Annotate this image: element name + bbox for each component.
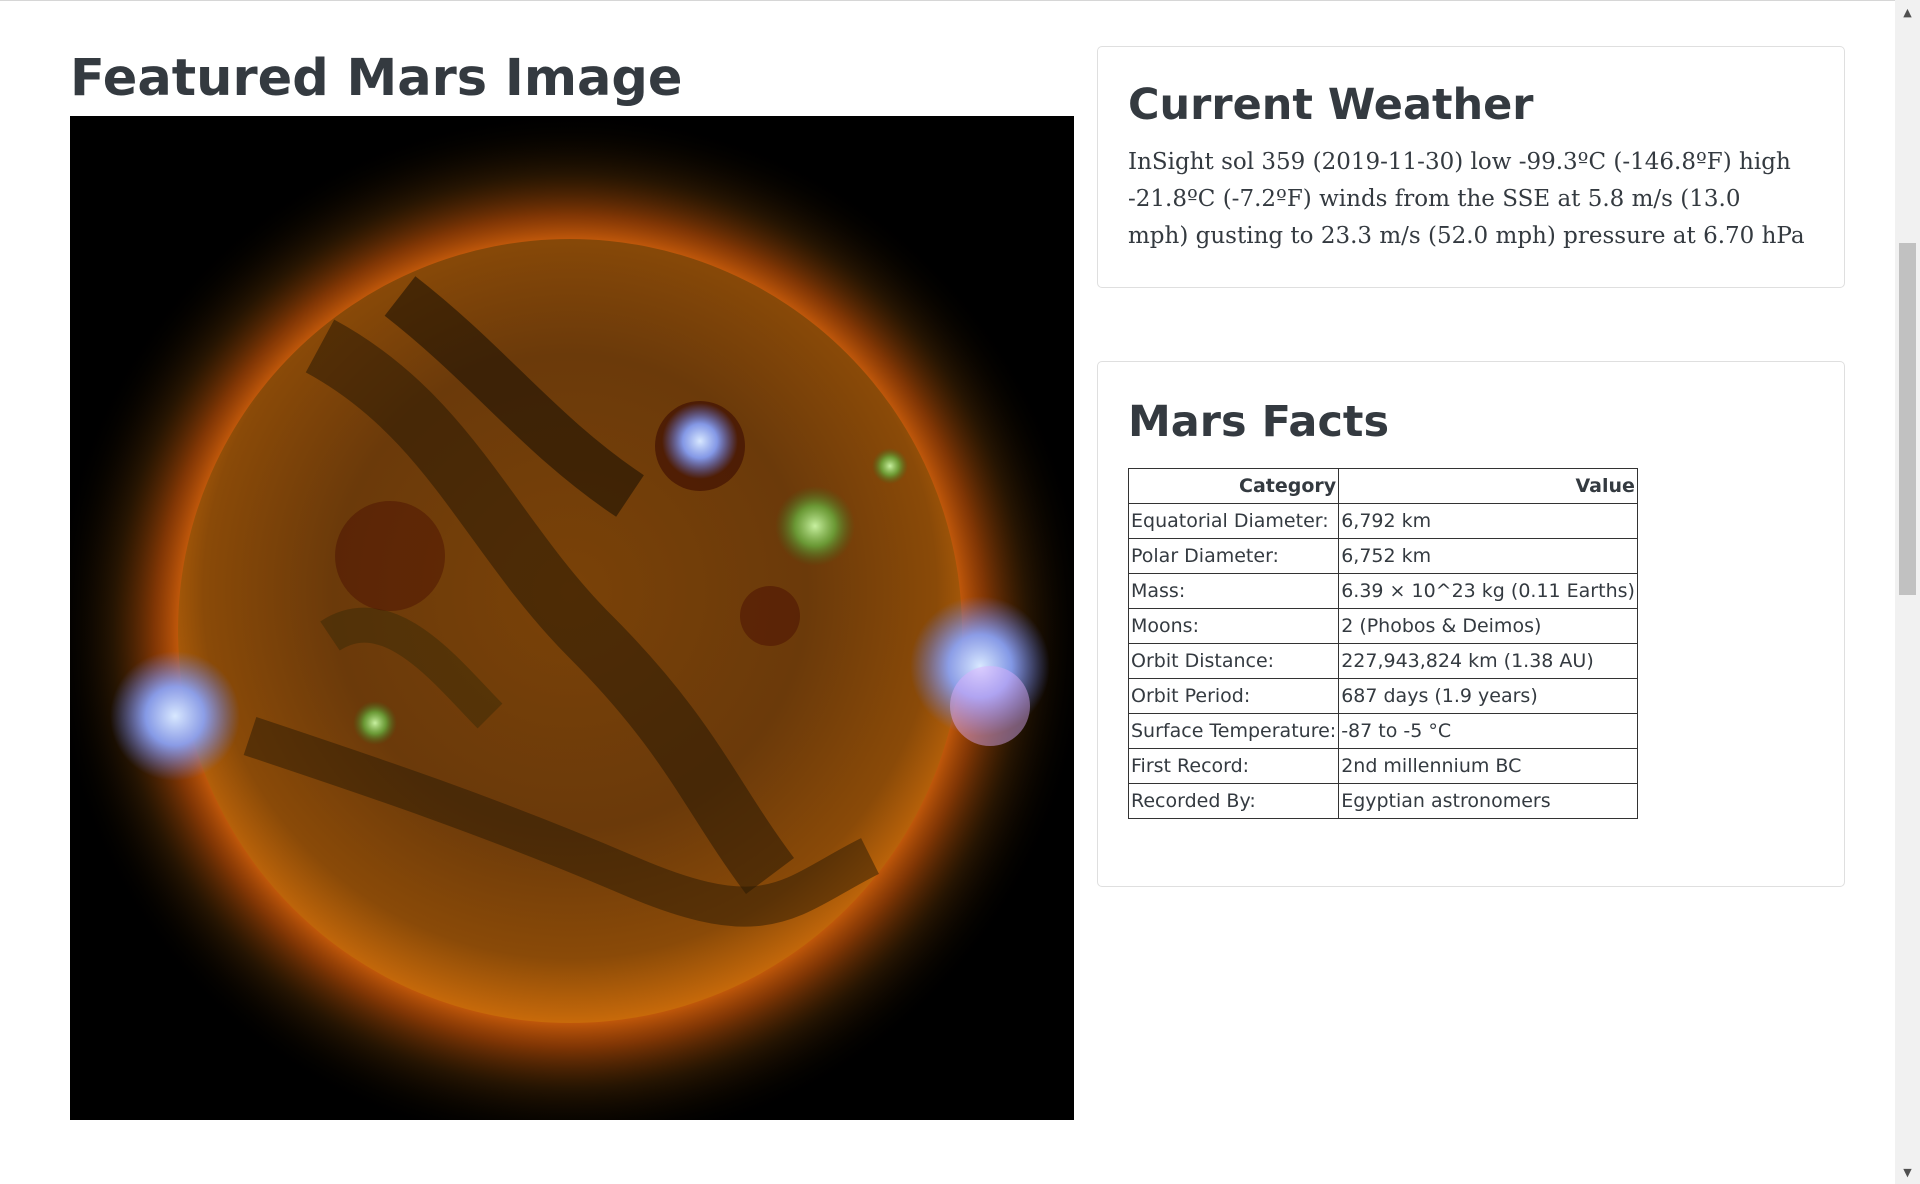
fact-value: 6,752 km: [1338, 538, 1638, 574]
fact-category: Equatorial Diameter:: [1127, 503, 1340, 539]
current-weather-title: Current Weather: [1128, 80, 1534, 130]
fact-category: Moons:: [1127, 608, 1340, 644]
weather-report-text: InSight sol 359 (2019-11-30) low -99.3ºC…: [1128, 149, 1805, 249]
scroll-down-button[interactable]: ▼: [1895, 1160, 1920, 1184]
fact-category: First Record:: [1127, 748, 1340, 784]
fact-category: Mass:: [1127, 573, 1340, 609]
current-weather-card: Current Weather InSight sol 359 (2019-11…: [1097, 46, 1845, 288]
table-row: Surface Temperature: -87 to -5 °C: [1127, 713, 1638, 749]
fact-value: 227,943,824 km (1.38 AU): [1338, 643, 1638, 679]
scroll-up-button[interactable]: ▲: [1895, 0, 1920, 24]
table-row: Recorded By: Egyptian astronomers: [1127, 783, 1638, 819]
fact-value: 2nd millennium BC: [1338, 748, 1638, 784]
fact-value: 687 days (1.9 years): [1338, 678, 1638, 714]
table-row: Moons: 2 (Phobos & Deimos): [1127, 608, 1638, 644]
fact-category: Recorded By:: [1127, 783, 1340, 819]
fact-value: 6,792 km: [1338, 503, 1638, 539]
table-row: Orbit Period: 687 days (1.9 years): [1127, 678, 1638, 714]
fact-value: Egyptian astronomers: [1338, 783, 1638, 819]
sun-image-graphic: [70, 116, 1074, 1120]
column-header-value: Value: [1338, 468, 1638, 504]
featured-image[interactable]: [70, 116, 1074, 1120]
table-row: First Record: 2nd millennium BC: [1127, 748, 1638, 784]
mars-facts-title: Mars Facts: [1128, 397, 1390, 447]
fact-category: Orbit Period:: [1127, 678, 1340, 714]
vertical-scrollbar[interactable]: ▲ ▼: [1895, 0, 1920, 1184]
triangle-down-icon: ▼: [1903, 1165, 1912, 1179]
scrollbar-thumb[interactable]: [1899, 243, 1916, 595]
page-top-border: [0, 0, 1895, 1]
fact-value: -87 to -5 °C: [1338, 713, 1638, 749]
fact-category: Surface Temperature:: [1127, 713, 1340, 749]
mars-facts-table: Category Value Equatorial Diameter: 6,79…: [1127, 468, 1638, 819]
table-row: Orbit Distance: 227,943,824 km (1.38 AU): [1127, 643, 1638, 679]
triangle-up-icon: ▲: [1903, 5, 1912, 19]
featured-image-title: Featured Mars Image: [70, 49, 683, 108]
fact-category: Orbit Distance:: [1127, 643, 1340, 679]
table-row: Equatorial Diameter: 6,792 km: [1127, 503, 1638, 539]
fact-category: Polar Diameter:: [1127, 538, 1340, 574]
table-row: Mass: 6.39 × 10^23 kg (0.11 Earths): [1127, 573, 1638, 609]
column-header-category: Category: [1127, 468, 1340, 504]
mars-facts-card: Mars Facts Category Value Equatorial Dia…: [1097, 361, 1845, 887]
fact-value: 2 (Phobos & Deimos): [1338, 608, 1638, 644]
fact-value: 6.39 × 10^23 kg (0.11 Earths): [1338, 573, 1638, 609]
table-row: Polar Diameter: 6,752 km: [1127, 538, 1638, 574]
table-header-row: Category Value: [1127, 468, 1638, 504]
